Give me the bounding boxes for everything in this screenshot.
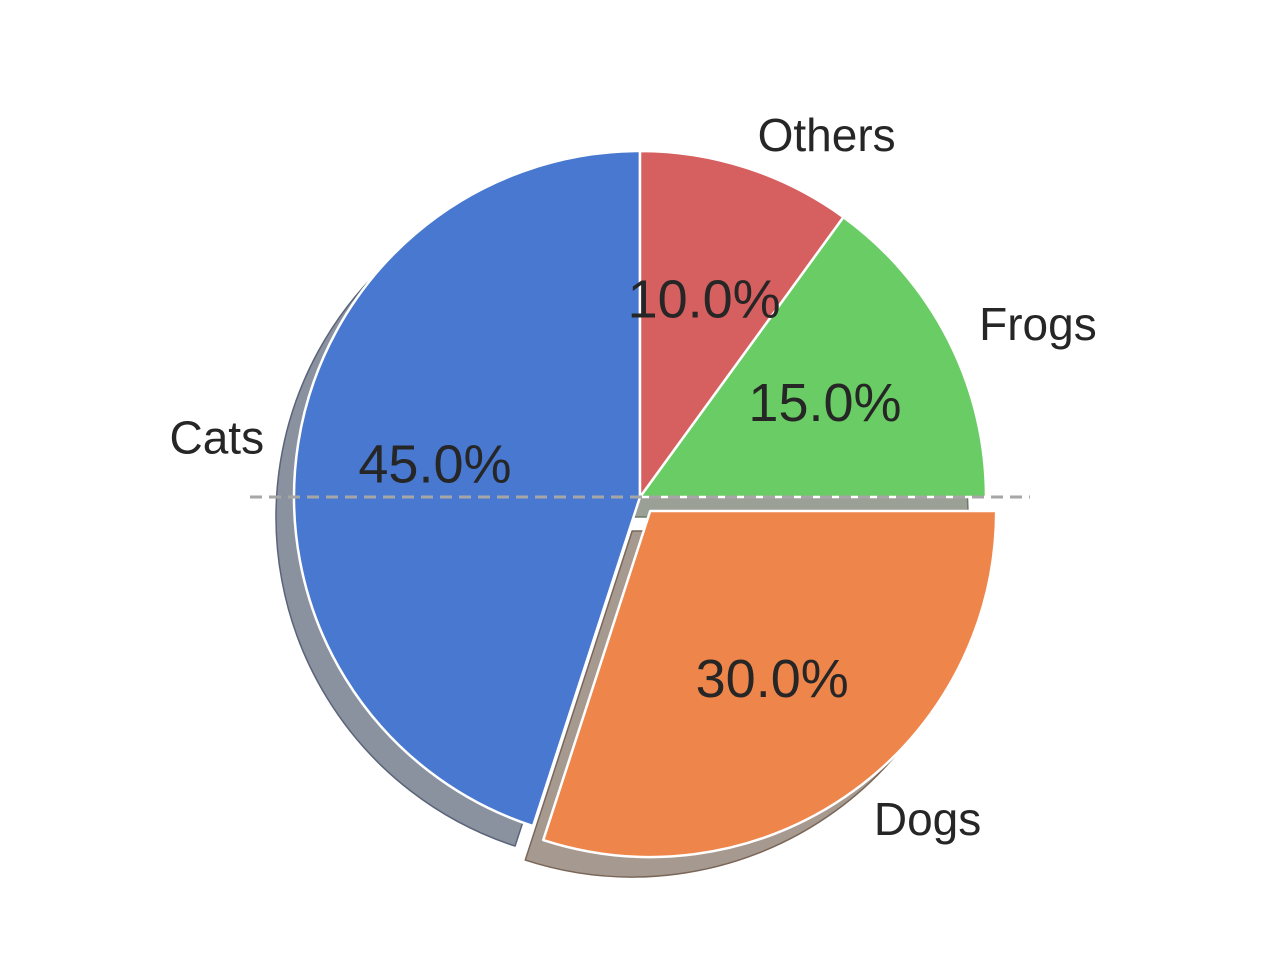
slice-layer xyxy=(292,149,998,859)
slice-percent-cats: 45.0% xyxy=(358,435,511,495)
slice-label-dogs: Dogs xyxy=(874,793,981,845)
label-layer: Cats 45.0% Dogs 30.0% Frogs 15.0% Others 10.0% xyxy=(169,109,1096,845)
slice-label-frogs: Frogs xyxy=(979,298,1097,350)
slice-dogs xyxy=(541,509,998,859)
slice-percent-others: 10.0% xyxy=(628,270,781,330)
slice-frogs xyxy=(638,215,988,499)
slice-cats xyxy=(292,149,642,828)
slice-percent-dogs: 30.0% xyxy=(696,649,849,709)
slice-percent-frogs: 15.0% xyxy=(748,373,901,433)
slice-label-cats: Cats xyxy=(169,411,264,463)
slice-others xyxy=(638,149,845,499)
slice-label-others: Others xyxy=(758,109,896,161)
